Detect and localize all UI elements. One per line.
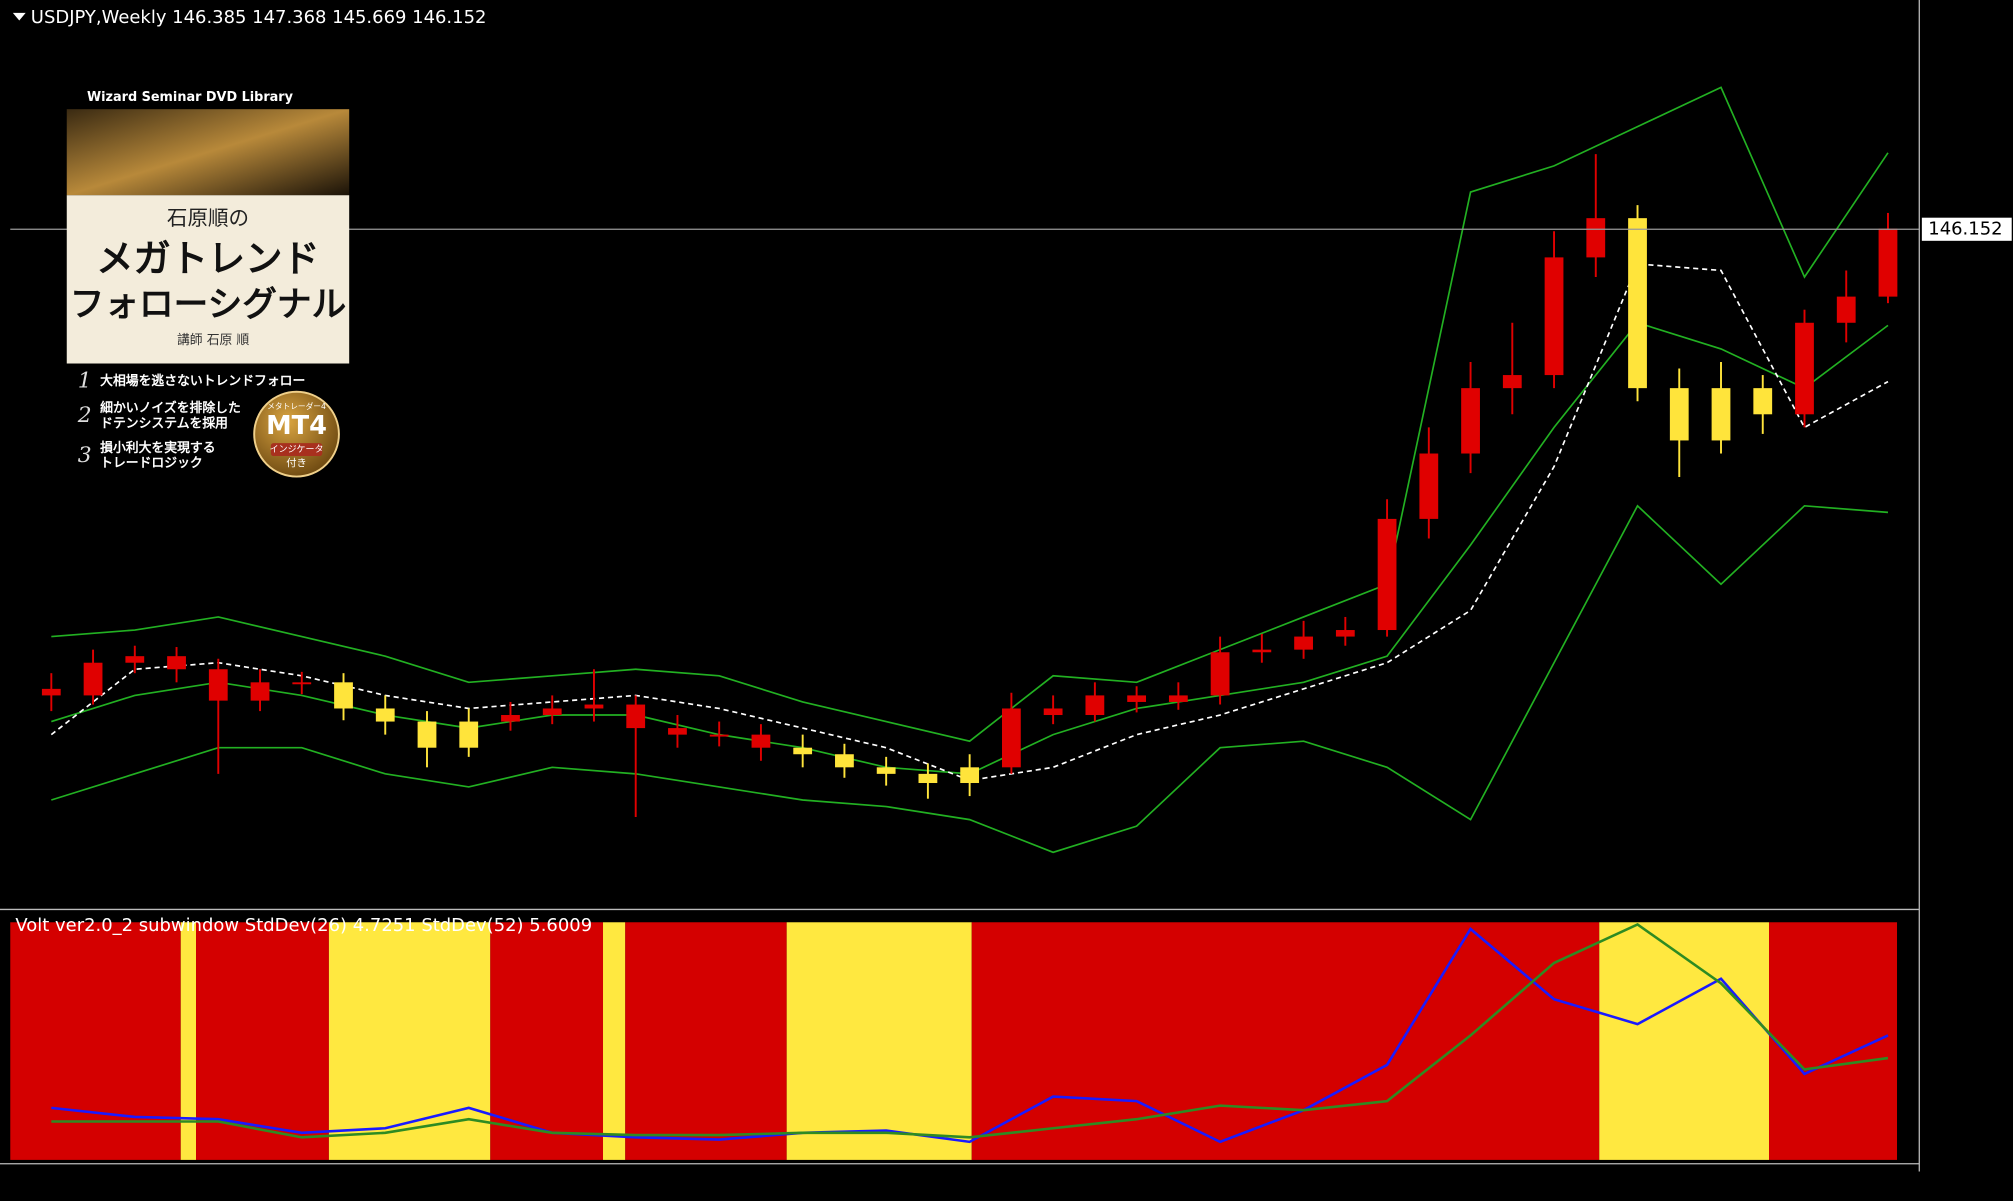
candle-body	[167, 656, 186, 670]
candle-body	[960, 767, 980, 784]
candle-body	[459, 721, 479, 748]
promo-point: 大相場を逃さないトレンドフォロー	[100, 373, 305, 389]
candle-body	[835, 754, 854, 768]
signal-region	[786, 922, 972, 1160]
candle-body	[1711, 388, 1731, 441]
symbol-header: USDJPY,Weekly 146.385 147.368 145.669 14…	[31, 7, 487, 28]
stddev-line	[51, 922, 1889, 1139]
promo-photo	[66, 109, 350, 196]
stddev-line	[51, 927, 1889, 1144]
promo-title: メガトレンド	[96, 237, 319, 281]
band-line	[51, 504, 1889, 854]
candle-body	[1461, 388, 1480, 454]
signal-region	[10, 922, 181, 1160]
candle-body	[501, 715, 520, 722]
candle-body	[668, 728, 687, 735]
promo-badge-top: メタトレーダー4	[267, 401, 326, 411]
promo-cover	[66, 195, 350, 364]
signal-region	[1599, 922, 1770, 1160]
subwindow-title: Volt ver2.0_2 subwindow StdDev(26) 4.725…	[15, 915, 592, 936]
candle-body	[1127, 695, 1147, 702]
promo-point: 損小利大を実現する	[100, 440, 215, 456]
promo-number: 2	[77, 403, 92, 428]
promo-point: トレードロジック	[100, 456, 203, 471]
candle-body	[1294, 636, 1313, 650]
candle-body	[41, 688, 61, 696]
candle-body	[709, 734, 729, 737]
candle-body	[793, 747, 813, 755]
candle-body	[1669, 388, 1689, 441]
candle-body	[1544, 257, 1564, 376]
candle-body	[1878, 228, 1898, 297]
signal-region	[180, 922, 197, 1160]
candle-body	[292, 682, 312, 685]
signal-region	[328, 922, 491, 1160]
promo-badge-bottom: 付き	[286, 457, 307, 470]
candle-body	[584, 704, 604, 709]
candle-body	[83, 662, 103, 696]
candle-body	[751, 734, 771, 748]
candle-body	[1586, 218, 1606, 258]
candle-body	[1836, 296, 1856, 323]
candle-body	[375, 708, 395, 722]
last-price-box	[1921, 217, 2012, 241]
promo-point: 細かいノイズを排除した	[100, 400, 241, 416]
promo-number: 3	[78, 443, 92, 468]
candle-body	[1377, 518, 1397, 631]
candle-body	[125, 656, 145, 663]
marks-layer	[10, 86, 1920, 1160]
candle-body	[1001, 708, 1021, 768]
candle-body	[1628, 218, 1647, 389]
candle-body	[1168, 695, 1188, 702]
candle-body	[417, 721, 437, 748]
axes-layer: 146.152	[0, 0, 2012, 1172]
candle-body	[1085, 695, 1105, 716]
last-price-label: 146.152	[1928, 218, 2002, 239]
promo-badge-main: MT4	[266, 411, 327, 441]
candle-body	[876, 767, 896, 774]
candle-body	[250, 682, 270, 701]
candle-body	[1419, 453, 1439, 519]
candle-body	[1335, 630, 1355, 637]
promo-lecturer: 講師 石原 順	[177, 332, 249, 348]
candle-body	[1210, 652, 1230, 696]
promo-band	[66, 87, 350, 110]
signal-region	[196, 922, 329, 1160]
candle-body	[626, 704, 646, 729]
signal-region	[603, 922, 626, 1160]
candle-body	[1795, 322, 1814, 415]
signal-region	[971, 922, 1600, 1160]
candle-body	[1753, 388, 1773, 415]
candle-body	[918, 773, 938, 784]
promo-number: 1	[78, 368, 92, 393]
promo-overlay: Wizard Seminar DVD Library 石原順の メガトレンド フ…	[66, 87, 350, 478]
band-line	[51, 86, 1889, 743]
candle-body	[1043, 708, 1063, 716]
candle-body	[334, 682, 353, 709]
promo-series: Wizard Seminar DVD Library	[87, 90, 294, 105]
candle-body	[1252, 649, 1272, 653]
promo-title: フォローシグナル	[70, 284, 346, 325]
candle-body	[1502, 375, 1522, 389]
promo-point: ドテンシステムを採用	[100, 415, 228, 431]
promo-badge-tag-text: インジケータ	[270, 444, 324, 455]
candle-body	[542, 708, 562, 716]
menu-triangle[interactable]	[12, 12, 26, 21]
promo-author: 石原順の	[167, 206, 249, 230]
signal-region	[625, 922, 787, 1160]
promo-badge-tag	[270, 443, 323, 456]
candle-body	[208, 669, 228, 701]
